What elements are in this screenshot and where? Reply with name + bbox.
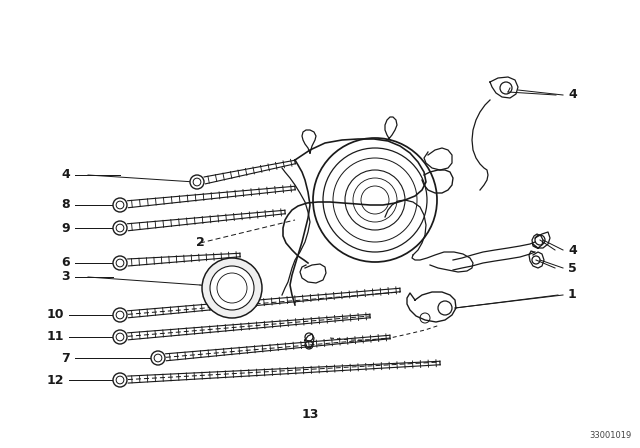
Circle shape	[113, 221, 127, 235]
Circle shape	[210, 266, 254, 310]
Circle shape	[113, 256, 127, 270]
Text: 2: 2	[196, 237, 204, 250]
Text: 4: 4	[61, 168, 70, 181]
Circle shape	[113, 308, 127, 322]
Text: 10: 10	[47, 309, 64, 322]
Text: 11: 11	[47, 331, 64, 344]
Text: 8: 8	[61, 198, 70, 211]
Text: 33001019: 33001019	[589, 431, 632, 440]
Circle shape	[190, 175, 204, 189]
Text: 1: 1	[568, 289, 577, 302]
Text: 3: 3	[61, 271, 70, 284]
Text: 6: 6	[61, 257, 70, 270]
Text: 13: 13	[301, 409, 319, 422]
Circle shape	[113, 330, 127, 344]
Text: 7: 7	[61, 352, 70, 365]
Text: 4: 4	[568, 89, 577, 102]
Circle shape	[113, 373, 127, 387]
Text: 4: 4	[568, 244, 577, 257]
Text: 12: 12	[47, 374, 64, 387]
Circle shape	[113, 198, 127, 212]
Circle shape	[151, 351, 165, 365]
Circle shape	[202, 258, 262, 318]
Text: 5: 5	[568, 262, 577, 275]
Text: 9: 9	[61, 221, 70, 234]
